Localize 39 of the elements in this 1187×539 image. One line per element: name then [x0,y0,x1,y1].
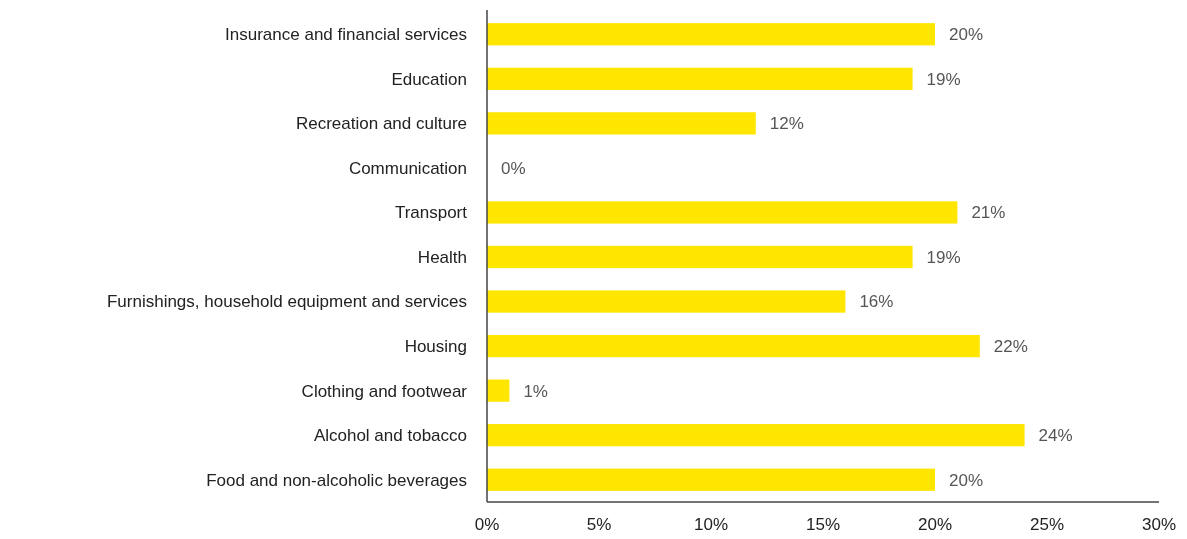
data-label: 21% [971,203,1006,223]
y-tick-label: Health [417,247,467,267]
x-tick-label: 25% [1029,515,1065,534]
bar [487,379,510,402]
bar [487,201,958,224]
x-tick-label: 20% [917,515,953,534]
x-tick-label: 0% [474,515,500,534]
bar [487,334,980,358]
data-label: 22% [993,337,1028,357]
x-tick-label: 10% [693,515,729,534]
y-tick-label: Clothing and footwear [301,381,468,401]
data-label: 20% [949,25,984,45]
y-tick-label: Alcohol and tobacco [313,426,467,446]
y-tick-label: Food and non-alcoholic beverages [206,470,467,490]
bar [487,245,913,269]
y-tick-label: Insurance and financial services [225,25,467,45]
bar [487,424,1025,447]
data-label: 0% [501,158,526,178]
data-label: 12% [769,114,804,134]
x-tick-label: 15% [805,515,841,534]
y-tick-label: Transport [394,203,468,223]
data-label: 19% [926,69,961,89]
data-label: 19% [926,247,961,267]
bar [487,290,846,313]
y-tick-label: Furnishings, household equipment and services [106,292,467,312]
x-tick-label: 5% [586,515,612,534]
bar [487,468,935,491]
bar [487,23,935,46]
y-tick-label: Education [391,69,467,89]
bar [487,112,756,135]
y-tick-label: Communication [348,158,467,178]
y-tick-label: Recreation and culture [295,114,467,134]
data-label: 24% [1038,426,1073,446]
data-label: 20% [949,470,984,490]
x-tick-label: 30% [1141,515,1177,534]
y-tick-label: Housing [404,337,467,357]
bar [487,67,913,90]
data-label: 16% [859,292,894,312]
data-label: 1% [523,381,548,401]
